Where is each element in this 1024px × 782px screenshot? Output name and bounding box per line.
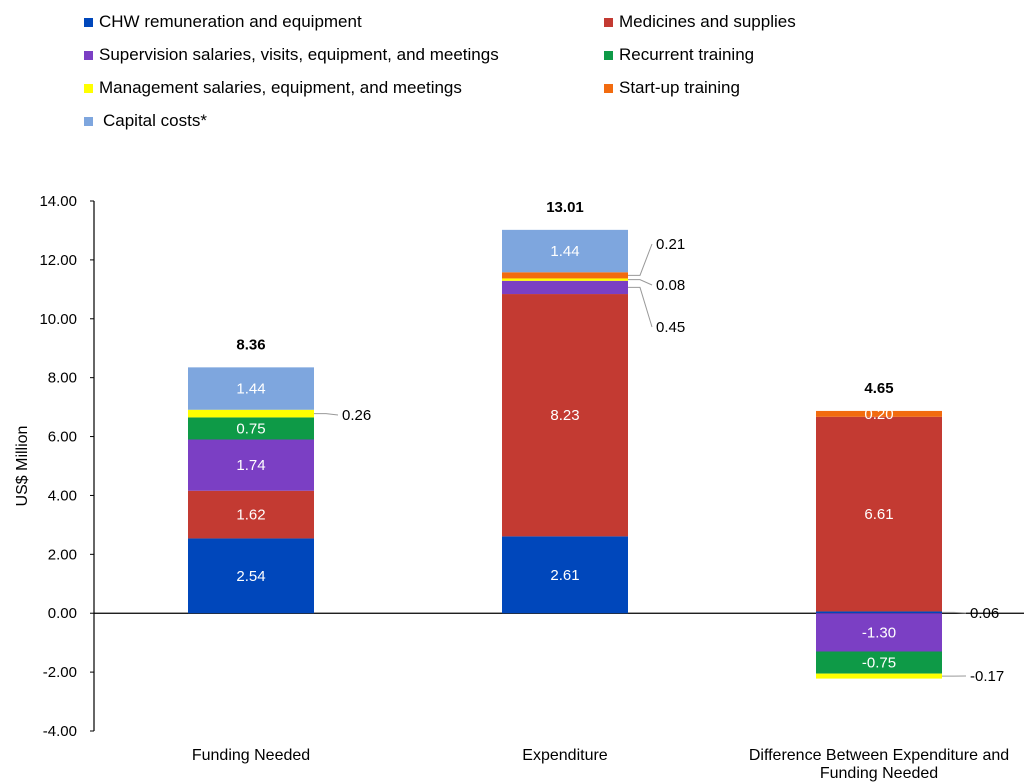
bar-segment [816,613,942,652]
y-tick-label: -2.00 [43,664,77,681]
bar-total-label: 13.01 [546,199,584,216]
legend-item-management: Management salaries, equipment, and meet… [84,78,462,98]
bar-segment [188,367,314,410]
y-tick-label: 12.00 [39,252,77,269]
segment-value-label: -1.30 [862,624,896,641]
legend-label-management: Management salaries, equipment, and meet… [99,78,462,97]
legend-item-startup: Start-up training [604,78,740,98]
segment-callout-label: 0.06 [970,605,999,622]
labels-layer: 8.36 Funding Needed 13.01 Expenditure 4.65 Di… [192,199,1009,782]
legend-label-chw: CHW remuneration and equipment [99,12,362,31]
y-tick-label: 2.00 [48,546,77,563]
bar-segment [816,673,942,679]
y-tick-label: 14.00 [39,193,77,210]
segment-value-label: 0.75 [236,420,265,437]
callout-leader [628,243,653,276]
segment-value-label: 1.74 [236,457,265,474]
bar-segment [816,611,942,614]
callout-leader [942,611,967,614]
legend-label-supervision: Supervision salaries, visits, equipment,… [99,45,499,64]
bar-segment [188,439,314,491]
legend-item-supervision: Supervision salaries, visits, equipment,… [84,45,499,65]
segment-value-label: 8.23 [550,407,579,424]
bar-segment [502,294,628,537]
legend-label-capital: Capital costs* [103,111,207,130]
category-label: Difference Between Expenditure and Fundin… [749,747,1009,782]
segment-value-label: 1.44 [550,243,579,260]
bar-total-label: 4.65 [864,380,893,397]
y-axis-label: US$ Million [14,426,31,507]
legend-swatch-medicines [604,17,613,27]
callout-leader [628,279,653,286]
bar-segment [502,280,628,295]
bar-segment [816,651,942,674]
bar-segment [816,410,942,417]
legend-label-medicines: Medicines and supplies [619,12,796,31]
segment-callout-label: -0.17 [970,668,1004,685]
y-tick-label: -4.00 [43,723,77,740]
segment-value-label: -0.75 [862,655,896,672]
y-tick-label: 6.00 [48,429,77,446]
segment-value-label: 2.54 [236,568,265,585]
bar-total-label: 8.36 [236,336,265,353]
y-tick-label: 8.00 [48,370,77,387]
legend-label-startup: Start-up training [619,78,740,97]
legend-swatch-capital [84,116,93,126]
legend-item-capital: Capital costs* [84,111,207,131]
bars-layer [188,229,942,679]
y-tick-label: 0.00 [48,605,77,622]
bar-segment [502,229,628,273]
category-label: Expenditure [522,747,607,764]
legend-item-chw: CHW remuneration and equipment [84,12,362,32]
legend: CHW remuneration and equipment Medicines… [84,8,984,138]
category-label: Funding Needed [192,747,310,764]
bar-segment [188,490,314,539]
segment-value-label: 1.44 [236,381,265,398]
bar-segment [188,538,314,614]
bar-segment [502,536,628,614]
y-tick-label: 10.00 [39,311,77,328]
legend-swatch-chw [84,17,93,27]
legend-swatch-management [84,83,93,93]
bar-segment [816,416,942,612]
segment-value-label: 0.20 [864,406,893,423]
segment-callout-label: 0.45 [656,319,685,336]
legend-item-medicines: Medicines and supplies [604,12,796,32]
bar-segment [502,272,628,279]
legend-swatch-supervision [84,50,93,60]
legend-item-recurrent: Recurrent training [604,45,754,65]
segment-callout-label: 0.26 [342,407,371,424]
segment-value-label: 1.62 [236,507,265,524]
legend-swatch-startup [604,83,613,93]
segment-value-label: 6.61 [864,506,893,523]
segment-value-label: 2.61 [550,567,579,584]
bar-segment [188,409,314,418]
y-tick-label: 4.00 [48,487,77,504]
legend-swatch-recurrent [604,50,613,60]
callout-leader [628,286,653,328]
callout-leader [314,413,339,416]
segment-callout-label: 0.08 [656,277,685,294]
segment-callout-label: 0.21 [656,236,685,253]
bar-segment [502,278,628,281]
axis-layer: 14.00 12.00 10.00 8.00 6.00 4.00 2.00 0.00 -2.00… [39,193,1024,740]
bar-segment [188,417,314,440]
legend-label-recurrent: Recurrent training [619,45,755,64]
